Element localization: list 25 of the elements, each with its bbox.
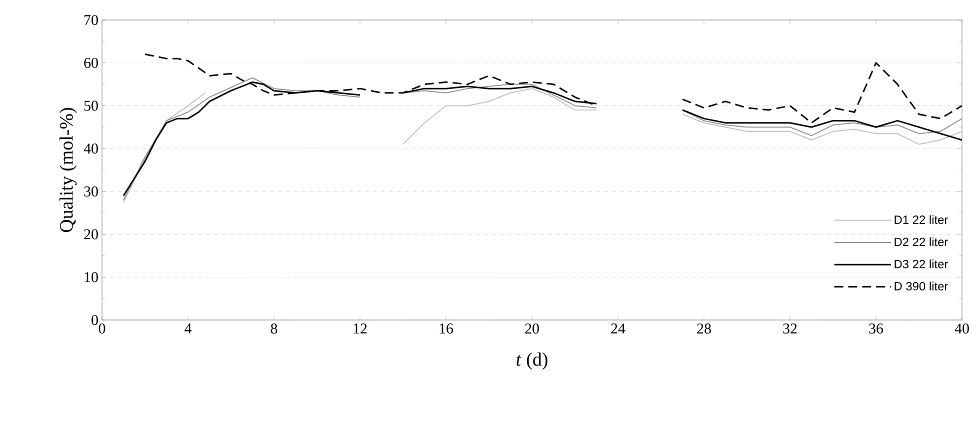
y-tick-label: 30 — [84, 186, 98, 196]
x-tick-label: 16 — [440, 324, 454, 334]
y-tick-label: 20 — [84, 229, 98, 240]
x-tick-label: 28 — [697, 324, 711, 334]
legend-label: D 390 liter — [894, 282, 948, 290]
y-tick-label: 60 — [84, 58, 98, 68]
x-tick-label: 0 — [98, 324, 106, 334]
y-tick-label: 70 — [84, 14, 98, 26]
legend-label: D2 22 liter — [894, 237, 948, 246]
x-axis-title: t (d) — [516, 352, 548, 370]
x-tick-label: 24 — [611, 324, 626, 334]
y-tick-label: 10 — [84, 272, 98, 282]
y-tick-label: 50 — [84, 100, 98, 111]
y-axis-title: Quality (mol-%) — [59, 108, 77, 232]
y-tick-label: 40 — [84, 144, 98, 154]
legend-label: D1 22 liter — [894, 215, 948, 224]
x-tick-label: 32 — [783, 324, 797, 334]
x-tick-label: 20 — [525, 324, 539, 334]
x-tick-label: 12 — [354, 324, 367, 334]
x-tick-label: 40 — [954, 324, 969, 334]
x-tick-label: 8 — [270, 324, 278, 334]
x-tick-label: 36 — [869, 324, 884, 334]
x-tick-label: 4 — [184, 324, 192, 334]
legend-label: D3 22 liter — [894, 260, 948, 268]
y-tick-label: 0 — [92, 314, 98, 326]
